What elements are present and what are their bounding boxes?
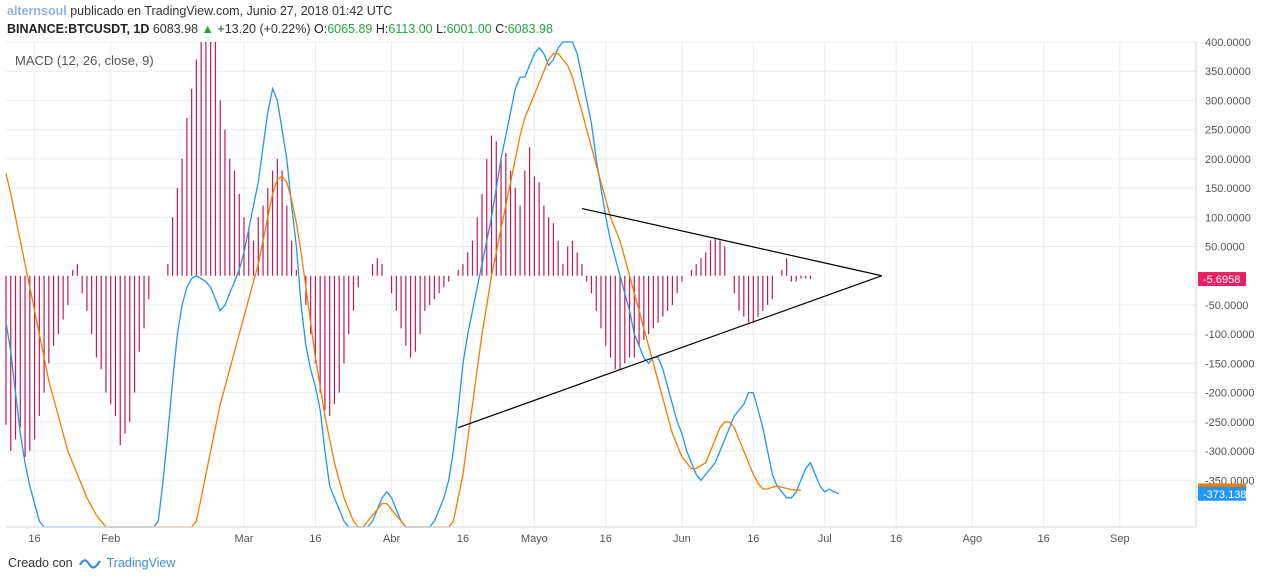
low-value: 6001.00 (446, 22, 492, 36)
y-tick-label: -300.0000 (1205, 446, 1255, 458)
close-label: C: (495, 22, 508, 36)
x-tick-label: 16 (600, 533, 612, 545)
x-tick-label: Mar (235, 533, 254, 545)
trendline-upper (581, 207, 882, 277)
y-tick-label: 150.0000 (1205, 183, 1251, 195)
footer: Creado con TradingView (8, 556, 175, 570)
y-tick-label: -200.0000 (1205, 388, 1255, 400)
trendline-lower (457, 275, 883, 429)
x-tick-label: Abr (383, 533, 400, 545)
chart-header: alternsoul publicado en TradingView.com,… (7, 2, 707, 38)
symbol-line: BINANCE:BTCUSDT, 1D 6083.98 ▲ +13.20 (+0… (7, 20, 707, 38)
y-tick-label: 250.0000 (1205, 125, 1251, 137)
y-tick-label: 400.0000 (1205, 37, 1251, 49)
x-tick-label: Jun (673, 533, 691, 545)
y-tick-label: -150.0000 (1205, 358, 1255, 370)
x-tick-label: Feb (101, 533, 120, 545)
macd-histogram (5, 42, 812, 457)
chart-axes: 400.0000 350.0000 300.0000 250.0000 200.0000… (6, 37, 1255, 545)
open-value: 6065.89 (327, 22, 373, 36)
y-tick-label: 50.0000 (1205, 242, 1245, 254)
published-text: publicado en TradingView.com, Junio 27, … (70, 4, 393, 18)
price-change: +13.20 (+0.22%) (217, 22, 311, 36)
high-value: 6113.00 (388, 22, 433, 36)
x-tick-label: 16 (1038, 533, 1050, 545)
indicator-title: MACD (12, 26, close, 9) (15, 53, 154, 68)
high-label: H: (375, 22, 389, 36)
macd-line (5, 41, 840, 528)
low-label: L: (436, 22, 447, 36)
last-value-label: -5.6958 (1203, 274, 1240, 286)
created-with-label: Creado con (8, 556, 73, 570)
y-tick-label: 300.0000 (1205, 95, 1251, 107)
tradingview-logo-icon (78, 559, 101, 569)
x-tick-label: 16 (747, 533, 759, 545)
author-name[interactable]: alternsoul (7, 4, 67, 18)
x-tick-label: Jul (818, 533, 832, 545)
publish-line: alternsoul publicado en TradingView.com,… (7, 2, 707, 20)
last-value-label: -373.1388 (1203, 489, 1253, 501)
up-arrow-icon: ▲ (201, 22, 214, 36)
close-value: 6083.98 (507, 22, 553, 36)
last-price: 6083.98 (152, 22, 199, 36)
last-value-badge (1198, 486, 1246, 501)
y-tick-label: -50.0000 (1205, 300, 1248, 312)
x-tick-label: Sep (1110, 533, 1130, 545)
x-tick-label: 16 (28, 533, 40, 545)
symbol-label: BINANCE:BTCUSDT, 1D (7, 22, 150, 36)
x-tick-label: Ago (962, 533, 982, 545)
y-tick-label: -250.0000 (1205, 417, 1255, 429)
x-tick-label: Mayo (521, 533, 548, 545)
y-tick-label: 350.0000 (1205, 66, 1251, 78)
open-label: O: (314, 22, 328, 36)
y-tick-label: 200.0000 (1205, 154, 1251, 166)
y-tick-label: 100.0000 (1205, 212, 1251, 224)
last-value-badge (1198, 272, 1246, 287)
x-tick-label: 16 (890, 533, 902, 545)
y-tick-label: -100.0000 (1205, 329, 1255, 341)
x-tick-label: 16 (457, 533, 469, 545)
tradingview-brand[interactable]: TradingView (106, 556, 176, 570)
x-tick-label: 16 (309, 533, 321, 545)
